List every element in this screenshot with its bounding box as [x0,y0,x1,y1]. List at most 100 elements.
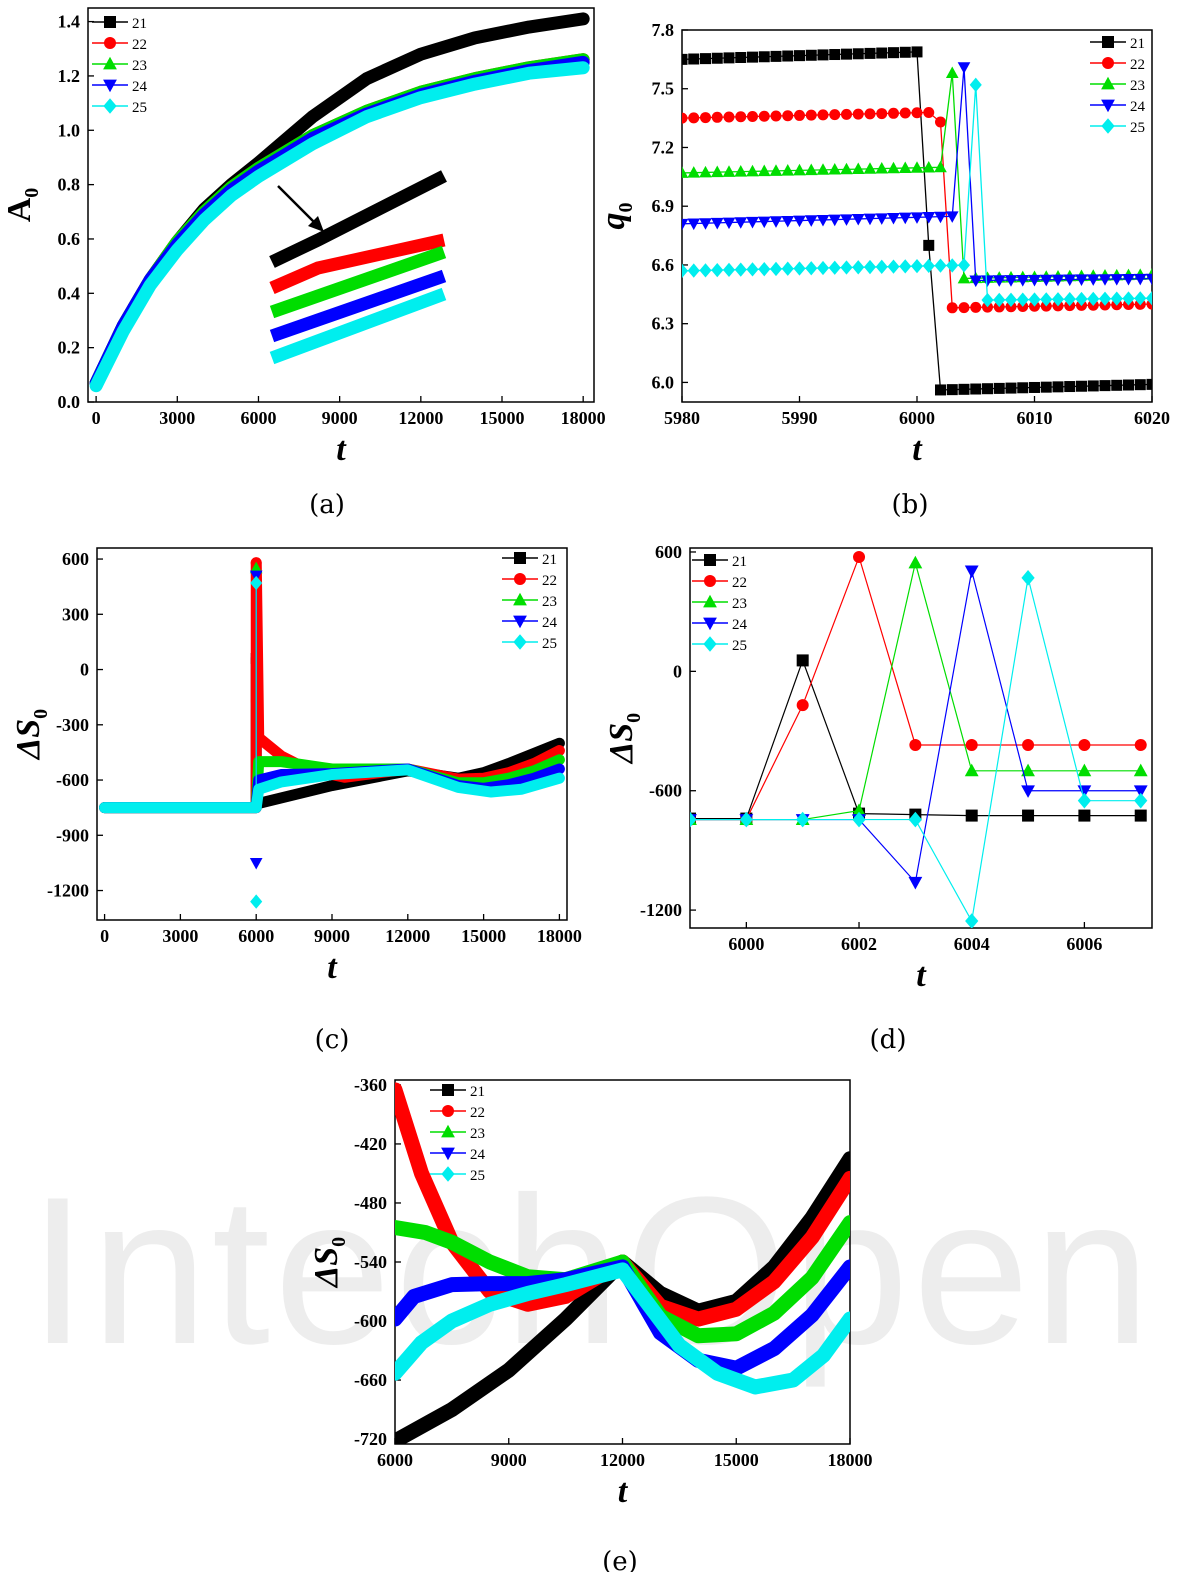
legend-marker [703,636,717,652]
data-point [958,383,970,395]
y-axis-label-group: ΔS0 [10,709,52,761]
y-tick-label: 6.6 [652,255,675,275]
x-tick-label: 12000 [398,408,443,428]
y-tick-label: 7.2 [652,137,675,157]
data-point [1133,785,1148,798]
y-axis-label-subscript: 0 [328,1237,350,1247]
legend-label: 21 [470,1084,485,1100]
legend-marker [513,615,527,629]
legend-label: 25 [132,100,147,116]
data-point [758,110,770,122]
data-point [828,260,841,275]
data-point [746,262,759,277]
data-point [981,275,994,287]
data-point [965,738,978,751]
data-point [993,292,1006,308]
panel-label: (b) [892,490,929,520]
legend-marker [442,1105,454,1117]
series-24 [690,565,1148,890]
data-point [875,161,889,174]
series-23 [682,66,1152,284]
x-tick-label: 15000 [480,408,525,428]
data-point [804,215,818,227]
data-point [840,260,853,275]
legend-marker [103,56,117,70]
x-tick-label: 3000 [159,408,195,428]
plot-frame [96,547,568,921]
panel-a: 0 3000 6000 9000 12000 15000 18000 0.0 0.2 0.4 0.6… [1,7,606,520]
data-point [1004,275,1018,287]
legend-marker [1101,99,1115,113]
data-point [682,218,689,231]
data-point [829,49,841,61]
data-point [796,654,809,667]
data-point [781,215,795,228]
data-point [1098,274,1112,286]
data-point [1075,291,1088,307]
data-point [722,165,736,177]
legend-marker [1101,118,1115,134]
data-point [687,218,701,231]
data-point [888,107,899,119]
y-tick-label: -360 [354,1075,387,1095]
series-23 [690,555,1148,825]
y-tick-label: 0.6 [58,229,81,249]
series-21 [682,46,1152,396]
legend-label: 21 [732,554,747,570]
inset-line [269,233,446,294]
legend-label: 24 [132,79,148,95]
y-axis-label-group: ΔS0 [308,1237,350,1289]
y-tick-label: 600 [62,549,89,569]
data-point [1110,291,1123,306]
x-tick-label: 18000 [561,408,606,428]
legend-marker [514,552,526,564]
data-point [1133,273,1147,286]
legend-label: 23 [132,58,147,74]
legend-label: 22 [732,575,747,591]
legend-label: 24 [542,615,558,631]
data-point [1064,381,1076,393]
data-point [899,46,911,58]
data-point [1063,291,1076,307]
x-tick-label: 12000 [385,926,430,946]
data-point [1021,763,1035,777]
data-point [1063,274,1077,287]
data-point [969,77,982,92]
y-axis-label-subscript: 0 [615,203,637,213]
legend-label: 21 [1130,36,1145,52]
x-tick-label: 6000 [240,408,276,428]
data-point [1052,381,1064,393]
legend: 21 22 23 24 25 [502,552,558,652]
legend-marker [441,1124,455,1138]
x-tick-label: 15000 [461,926,506,946]
data-point [794,50,805,62]
panel-d: 6000 6002 6004 6006-1200-6000600tΔS02122232… [603,542,1153,1055]
data-point [957,258,971,273]
data-point [887,259,900,274]
panel-label: (a) [309,490,345,520]
data-point [911,46,923,58]
data-point [965,913,979,928]
data-point [793,261,806,276]
y-axis-label-group: ΔS0 [603,713,645,765]
data-point [1122,291,1135,306]
data-point [970,383,982,395]
data-point [1028,292,1041,307]
data-point [887,213,900,225]
data-point [782,50,794,62]
x-tick-label: 15000 [714,1450,759,1470]
data-point [1022,809,1035,822]
data-point [804,163,818,176]
x-axis-label: t [336,431,347,468]
data-point [734,217,748,229]
data-point [935,384,946,396]
data-point [735,52,747,64]
plot-frame [87,7,595,403]
data-point [699,218,712,230]
inset-arrowhead [308,216,324,232]
data-point [863,213,877,226]
data-point [1076,380,1087,392]
spike-point [250,575,263,591]
y-tick-label: -300 [56,715,89,735]
data-point [852,108,864,120]
